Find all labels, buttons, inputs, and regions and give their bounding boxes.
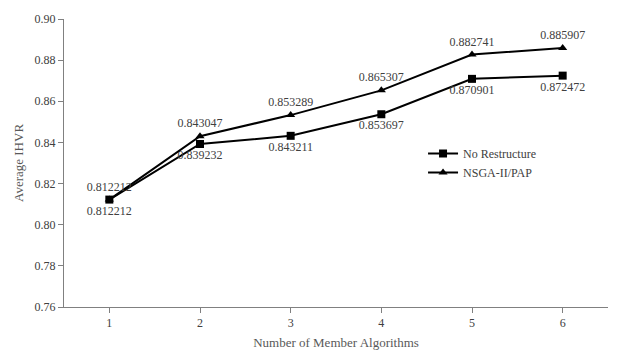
svg-text:0.872472: 0.872472: [540, 80, 585, 94]
svg-text:0.843047: 0.843047: [178, 116, 223, 130]
svg-text:0.865307: 0.865307: [359, 70, 404, 84]
svg-text:0.839232: 0.839232: [178, 148, 223, 162]
svg-text:0.90: 0.90: [35, 12, 56, 26]
svg-text:6: 6: [560, 316, 566, 330]
svg-text:4: 4: [378, 316, 384, 330]
svg-text:3: 3: [288, 316, 294, 330]
svg-text:No Restructure: No Restructure: [463, 147, 536, 161]
svg-text:0.88: 0.88: [35, 53, 56, 67]
svg-text:0.870901: 0.870901: [450, 83, 495, 97]
svg-text:0.86: 0.86: [35, 94, 56, 108]
svg-text:0.84: 0.84: [35, 136, 56, 150]
svg-text:0.853289: 0.853289: [268, 95, 313, 109]
svg-text:1: 1: [106, 316, 112, 330]
svg-text:NSGA-II/PAP: NSGA-II/PAP: [463, 166, 532, 180]
svg-text:0.78: 0.78: [35, 259, 56, 273]
svg-text:Number of Member Algorithms: Number of Member Algorithms: [253, 335, 419, 350]
svg-text:0.843211: 0.843211: [268, 140, 313, 154]
svg-text:2: 2: [197, 316, 203, 330]
svg-text:5: 5: [469, 316, 475, 330]
svg-text:Average IHVR: Average IHVR: [11, 124, 26, 202]
svg-text:0.885907: 0.885907: [540, 28, 585, 42]
svg-text:0.882741: 0.882741: [450, 35, 495, 49]
svg-text:0.812212: 0.812212: [87, 204, 132, 218]
svg-text:0.80: 0.80: [35, 218, 56, 232]
svg-text:0.812212: 0.812212: [87, 180, 132, 194]
svg-text:0.82: 0.82: [35, 177, 56, 191]
svg-text:0.853697: 0.853697: [359, 118, 404, 132]
svg-text:0.76: 0.76: [35, 300, 56, 314]
